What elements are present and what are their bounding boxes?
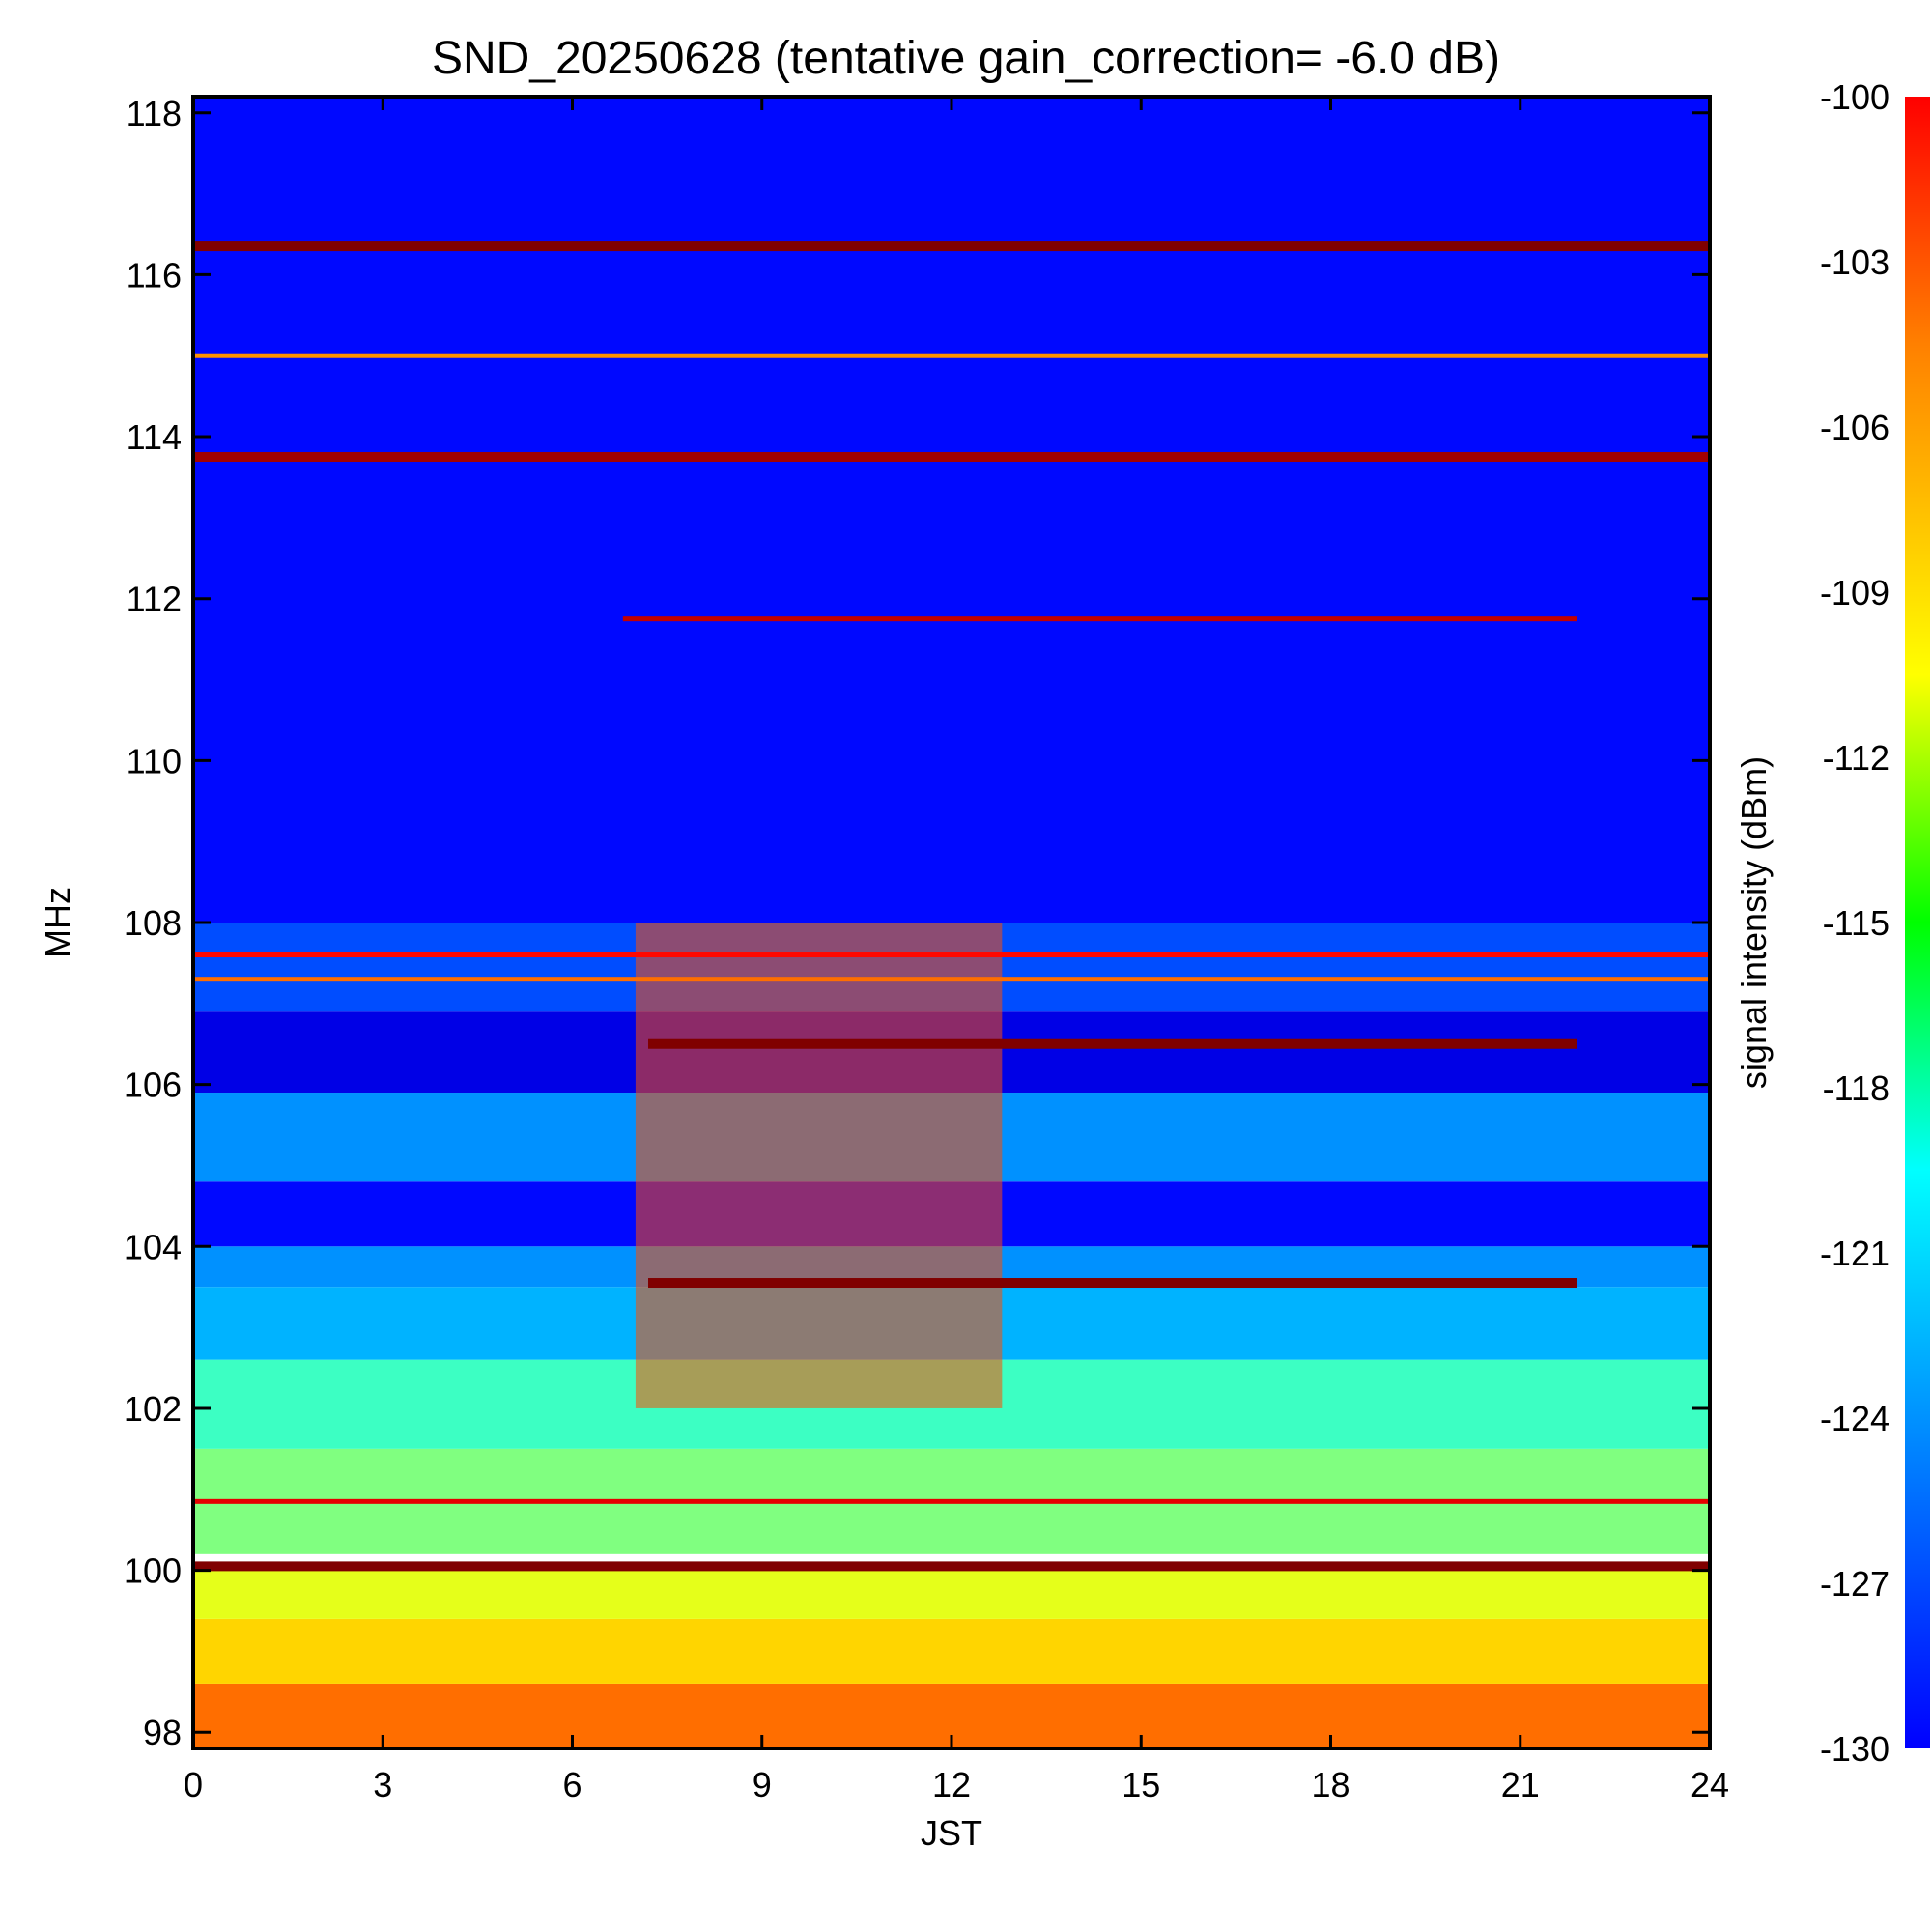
- y-tick-label: 116: [127, 255, 182, 295]
- y-axis: 98 100 102 104 106 108 110 112 114 116 118: [124, 94, 1710, 1752]
- heatmap-band: [193, 97, 1710, 923]
- x-tick-label: 15: [1122, 1765, 1160, 1804]
- y-tick-label: 110: [127, 741, 182, 781]
- x-tick-label: 21: [1501, 1765, 1540, 1804]
- y-tick-label: 98: [143, 1713, 182, 1752]
- x-tick-label: 9: [753, 1765, 772, 1804]
- y-tick-label: 114: [127, 417, 182, 457]
- colorbar-tick-label: -130: [1820, 1729, 1889, 1769]
- colorbar-tick-label: -112: [1823, 738, 1889, 778]
- x-tick-label: 24: [1690, 1765, 1729, 1804]
- plot-area: [193, 97, 1710, 1748]
- colorbar-tick-label: -103: [1820, 242, 1889, 282]
- signal-line: [193, 1498, 1710, 1504]
- y-tick-label: 108: [124, 903, 182, 943]
- signal-line: [193, 452, 1710, 463]
- x-tick-label: 12: [932, 1765, 971, 1804]
- y-tick-label: 102: [124, 1389, 182, 1429]
- colorbar-tick-label: -118: [1823, 1068, 1889, 1108]
- y-tick-label: 104: [124, 1227, 182, 1266]
- heatmap-band: [193, 1618, 1710, 1684]
- colorbar-tick-label: -124: [1820, 1399, 1889, 1438]
- colorbar-ticks: -100 -103 -106 -109 -112 -115 -118 -121 -124 -127…: [1820, 77, 1889, 1769]
- signal-line: [193, 242, 1710, 252]
- signal-line: [622, 616, 1577, 622]
- x-axis: 0 3 6 9 12 15 18 21 24: [184, 97, 1729, 1804]
- heatmap-band: [193, 1570, 1710, 1619]
- colorbar-tick-label: -115: [1823, 903, 1889, 943]
- x-axis-label: JST: [921, 1813, 982, 1853]
- y-tick-label: 112: [127, 580, 182, 619]
- signal-line: [648, 1038, 1577, 1049]
- signal-line: [193, 353, 1710, 358]
- signal-line: [193, 952, 1710, 958]
- x-tick-label: 3: [373, 1765, 392, 1804]
- y-axis-label: MHz: [38, 887, 77, 958]
- colorbar-tick-label: -100: [1820, 77, 1889, 117]
- x-tick-label: 0: [184, 1765, 203, 1804]
- colorbar: [1905, 97, 1930, 1748]
- y-tick-label: 106: [124, 1065, 182, 1105]
- y-tick-label: 118: [127, 94, 182, 133]
- chart-title: SND_20250628 (tentative gain_correction=…: [432, 33, 1500, 84]
- signal-line: [193, 977, 1710, 982]
- x-tick-label: 18: [1311, 1765, 1350, 1804]
- signal-line: [648, 1278, 1577, 1289]
- daytime-enhancement: [635, 923, 1003, 1408]
- colorbar-tick-label: -109: [1820, 573, 1889, 612]
- colorbar-tick-label: -127: [1820, 1564, 1889, 1604]
- y-tick-label: 100: [124, 1551, 182, 1591]
- x-tick-label: 6: [562, 1765, 582, 1804]
- signal-line: [193, 1561, 1710, 1572]
- colorbar-tick-label: -121: [1820, 1234, 1889, 1273]
- colorbar-tick-label: -106: [1820, 408, 1889, 447]
- colorbar-label: signal intensity (dBm): [1734, 756, 1774, 1089]
